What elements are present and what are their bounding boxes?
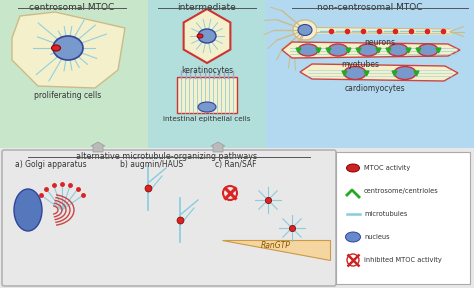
Text: centrosomal MTOC: centrosomal MTOC bbox=[29, 3, 115, 12]
Text: non-centrosomal MTOC: non-centrosomal MTOC bbox=[317, 3, 423, 12]
Ellipse shape bbox=[388, 44, 408, 56]
Ellipse shape bbox=[346, 232, 361, 242]
Ellipse shape bbox=[394, 67, 416, 79]
FancyArrow shape bbox=[91, 142, 105, 152]
Ellipse shape bbox=[418, 44, 438, 56]
Text: microtubules: microtubules bbox=[364, 211, 407, 217]
Text: cardiomyocytes: cardiomyocytes bbox=[345, 84, 405, 93]
Text: inhibited MTOC activity: inhibited MTOC activity bbox=[364, 257, 442, 263]
FancyArrow shape bbox=[211, 142, 225, 152]
FancyBboxPatch shape bbox=[336, 152, 470, 284]
Text: RanGTP: RanGTP bbox=[261, 240, 291, 249]
Text: alternative microtubule-organizing pathways: alternative microtubule-organizing pathw… bbox=[76, 152, 257, 161]
Ellipse shape bbox=[298, 44, 318, 56]
Ellipse shape bbox=[53, 36, 83, 60]
FancyBboxPatch shape bbox=[177, 77, 237, 113]
Ellipse shape bbox=[328, 44, 348, 56]
Text: MTOC activity: MTOC activity bbox=[364, 165, 410, 171]
Text: keratinocytes: keratinocytes bbox=[181, 66, 233, 75]
Ellipse shape bbox=[198, 29, 216, 43]
Polygon shape bbox=[222, 240, 330, 260]
Text: proliferating cells: proliferating cells bbox=[35, 91, 101, 100]
Text: myotubes: myotubes bbox=[341, 60, 379, 69]
FancyBboxPatch shape bbox=[2, 150, 336, 286]
Ellipse shape bbox=[198, 102, 216, 112]
Text: intestinal epithelial cells: intestinal epithelial cells bbox=[163, 116, 251, 122]
FancyBboxPatch shape bbox=[148, 0, 266, 148]
Polygon shape bbox=[300, 64, 458, 81]
Ellipse shape bbox=[346, 164, 359, 172]
Text: b) augmin/HAUS: b) augmin/HAUS bbox=[120, 160, 183, 169]
Text: nucleus: nucleus bbox=[364, 234, 390, 240]
FancyBboxPatch shape bbox=[266, 0, 474, 148]
Text: c) Ran/SAF: c) Ran/SAF bbox=[215, 160, 256, 169]
Polygon shape bbox=[183, 9, 230, 63]
Ellipse shape bbox=[14, 189, 42, 231]
Text: a) Golgi apparatus: a) Golgi apparatus bbox=[15, 160, 87, 169]
Text: centrosome/centrioles: centrosome/centrioles bbox=[364, 188, 439, 194]
FancyBboxPatch shape bbox=[0, 0, 148, 148]
Ellipse shape bbox=[344, 67, 366, 79]
Ellipse shape bbox=[197, 34, 203, 38]
Text: neurons: neurons bbox=[365, 38, 395, 47]
Ellipse shape bbox=[298, 24, 312, 35]
Ellipse shape bbox=[52, 45, 61, 51]
Polygon shape bbox=[282, 42, 460, 58]
Polygon shape bbox=[12, 12, 125, 88]
Text: intermediate: intermediate bbox=[178, 3, 237, 12]
Ellipse shape bbox=[293, 20, 317, 40]
FancyBboxPatch shape bbox=[0, 148, 474, 288]
Ellipse shape bbox=[358, 44, 378, 56]
